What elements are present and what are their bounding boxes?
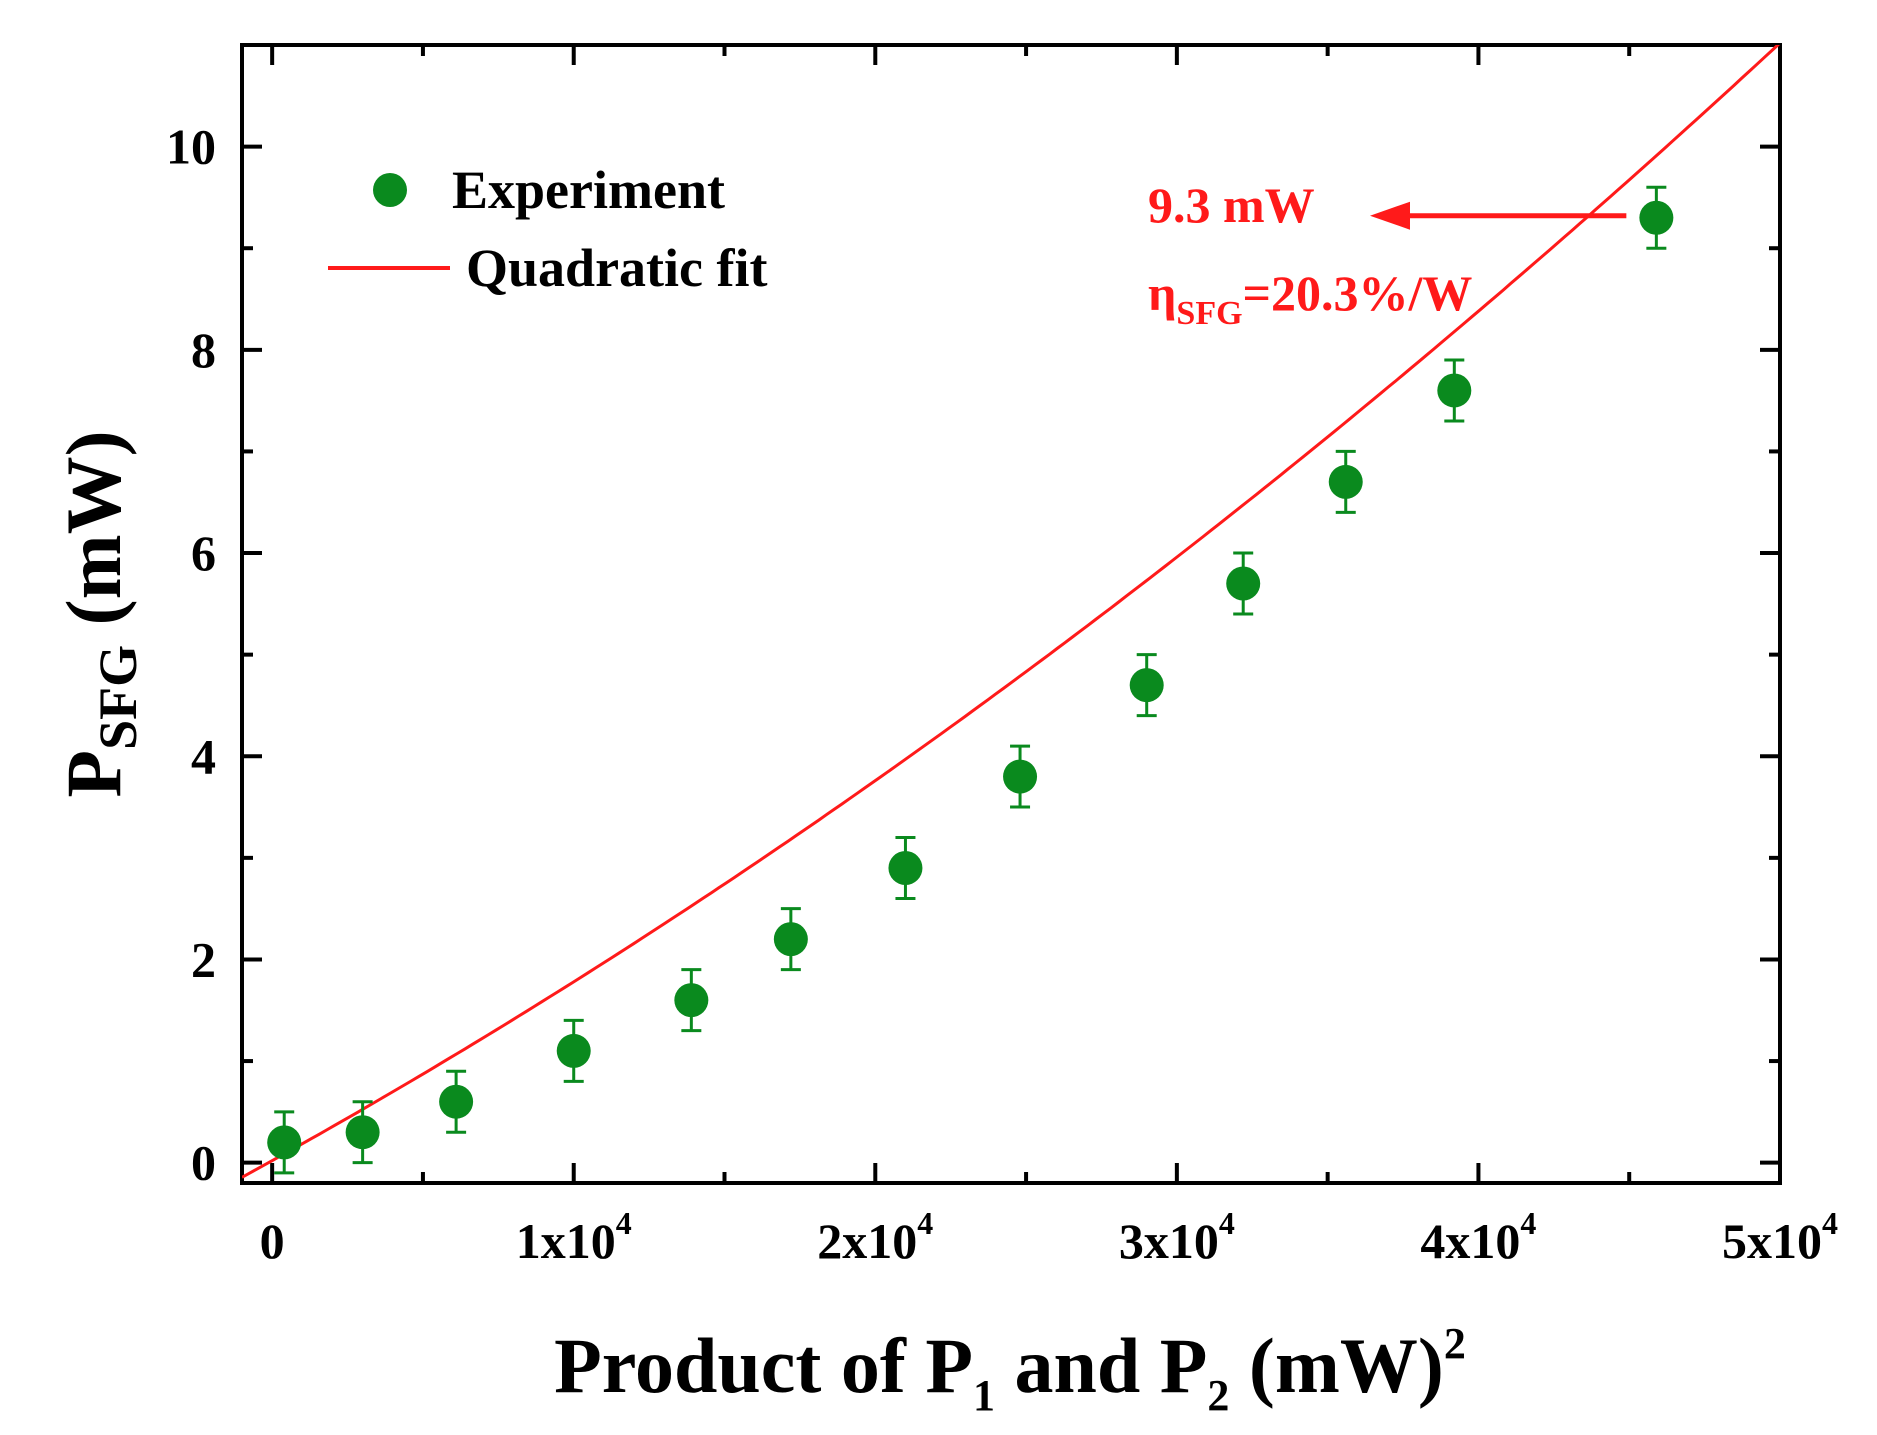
x-tick-label: 0 [260, 1213, 285, 1269]
annotation-arrowhead [1370, 201, 1410, 230]
data-point [674, 983, 709, 1018]
data-point [1003, 759, 1038, 794]
y-axis-label: PSFG (mW) [50, 430, 148, 797]
y-axis-tick-labels: 0 2 4 6 8 10 [166, 119, 216, 1191]
plot-frame [240, 43, 1782, 1185]
y-tick-label: 4 [191, 728, 216, 784]
annotation-efficiency: ηSFG=20.3%/W [1148, 265, 1472, 332]
data-point [556, 1033, 591, 1068]
data-point [1639, 200, 1674, 235]
y-axis-ticks [242, 144, 1780, 1165]
x-tick-label: 3x104 [1119, 1205, 1235, 1269]
quadratic-fit-line [242, 45, 1780, 1179]
annotation: 9.3 mW ηSFG=20.3%/W [1148, 177, 1627, 332]
y-tick-label: 0 [191, 1135, 216, 1191]
legend: Experiment Quadratic fit [328, 160, 767, 298]
data-point [1129, 668, 1164, 703]
legend-label-fit: Quadratic fit [466, 238, 767, 298]
data-point [1226, 566, 1261, 601]
x-tick-label: 2x104 [817, 1205, 933, 1269]
data-point [1437, 373, 1472, 408]
data-point [1328, 464, 1363, 499]
data-point [345, 1115, 380, 1150]
data-point [888, 851, 923, 886]
y-tick-label: 6 [191, 525, 216, 581]
data-point [267, 1125, 302, 1160]
x-tick-label: 5x104 [1722, 1205, 1838, 1269]
x-axis-label: Product of P1 and P2 (mW)2 [554, 1319, 1466, 1420]
y-tick-label: 10 [166, 119, 216, 175]
data-point [439, 1084, 474, 1119]
x-axis-ticks [270, 45, 1782, 1183]
y-tick-label: 8 [191, 322, 216, 378]
legend-marker-experiment [373, 173, 407, 207]
legend-label-experiment: Experiment [452, 160, 725, 220]
annotation-power: 9.3 mW [1148, 177, 1315, 233]
x-tick-label: 4x104 [1420, 1205, 1536, 1269]
data-point [773, 922, 808, 957]
y-tick-label: 2 [191, 931, 216, 987]
experiment-points [267, 185, 1674, 1175]
x-tick-label: 1x104 [516, 1205, 632, 1269]
x-axis-tick-labels: 0 1x104 2x104 3x104 4x104 5x104 [260, 1205, 1838, 1269]
